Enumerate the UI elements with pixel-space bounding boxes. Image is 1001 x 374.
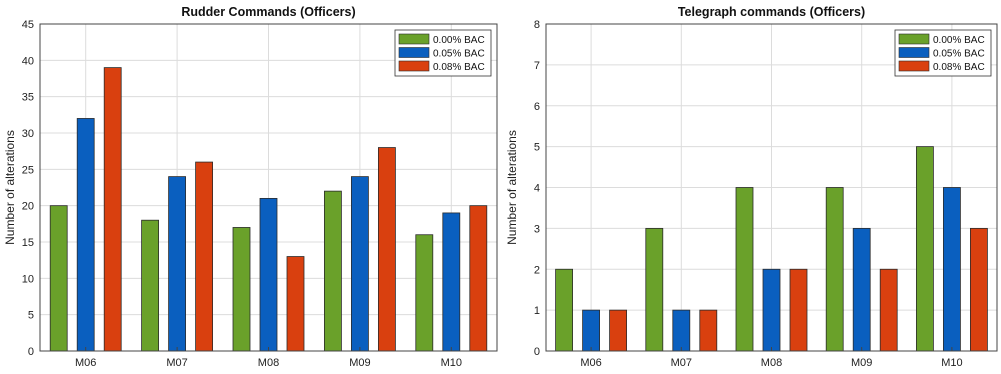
y-tick-label: 8 <box>534 19 540 31</box>
x-tick-label: M08 <box>761 357 782 369</box>
legend-label: 0.00% BAC <box>433 35 485 46</box>
legend-swatch <box>398 47 430 58</box>
bar-0-08-bac-m10 <box>969 227 988 352</box>
y-tick-label: 45 <box>22 19 34 31</box>
legend-label: 0.05% BAC <box>933 49 985 60</box>
bar-0-00-bac-m06 <box>49 205 68 352</box>
bar-0-08-bac-m07 <box>195 161 214 352</box>
y-tick-label: 2 <box>534 264 540 276</box>
x-tick-label: M06 <box>75 357 96 369</box>
x-tick-label: M10 <box>941 357 962 369</box>
chart-title: Telegraph commands (Officers) <box>678 5 865 19</box>
x-tick-label: M06 <box>580 357 601 369</box>
y-tick-label: 35 <box>22 92 34 104</box>
bar-0-08-bac-m07 <box>699 309 718 352</box>
y-tick-label: 7 <box>534 60 540 72</box>
bar-0-08-bac-m06 <box>609 309 627 352</box>
bar-0-08-bac-m09 <box>377 147 396 352</box>
legend-label: 0.05% BAC <box>433 49 485 60</box>
y-tick-label: 20 <box>22 201 34 213</box>
bar-0-00-bac-m09 <box>323 190 342 352</box>
y-tick-label: 1 <box>534 305 540 317</box>
bar-0-08-bac-m08 <box>789 268 808 352</box>
y-tick-label: 15 <box>22 237 34 249</box>
y-axis-label: Number of alterations <box>3 130 17 245</box>
y-tick-label: 10 <box>22 273 34 285</box>
legend-swatch <box>398 60 430 72</box>
bar-0-05-bac-m10 <box>442 212 461 352</box>
bar-0-00-bac-m07 <box>645 227 664 352</box>
rudder-commands-chart: 0 5 10 15 20 25 30 35 40 45 M06 M07 M08 M09 M10 Rudder … <box>3 5 498 369</box>
bar-0-08-bac-m10 <box>469 205 488 352</box>
y-tick-label: 3 <box>534 223 540 235</box>
bar-0-00-bac-m09 <box>825 187 844 352</box>
x-tick-label: M08 <box>258 357 279 369</box>
bar-0-05-bac-m07 <box>672 309 691 352</box>
y-tick-label: 40 <box>22 55 34 67</box>
y-tick-label: 5 <box>28 310 34 322</box>
bar-0-05-bac-m09 <box>852 227 871 352</box>
legend-label: 0.08% BAC <box>433 62 485 73</box>
legend: 0.00% BAC 0.05% BAC 0.08% BAC <box>894 29 992 77</box>
bar-0-00-bac-m08 <box>232 227 251 352</box>
y-tick-label: 5 <box>534 142 540 154</box>
bar-0-05-bac-m08 <box>762 268 781 352</box>
y-tick-label: 30 <box>22 128 34 140</box>
x-tick-label: M07 <box>166 357 187 369</box>
y-tick-label: 4 <box>534 183 540 195</box>
chart-title: Rudder Commands (Officers) <box>181 5 355 19</box>
bar-0-00-bac-m10 <box>915 146 934 352</box>
bar-0-00-bac-m07 <box>141 219 160 352</box>
bar-0-08-bac-m06 <box>103 67 122 352</box>
bar-0-00-bac-m06 <box>555 268 573 352</box>
legend-label: 0.00% BAC <box>933 35 985 46</box>
bar-0-00-bac-m10 <box>415 234 434 352</box>
x-tick-label: M07 <box>671 357 692 369</box>
legend-swatch <box>898 33 930 45</box>
telegraph-commands-chart: 0 1 2 3 4 5 6 7 8 M06 M07 M08 M09 M10 Telegraph comman… <box>505 5 998 369</box>
x-tick-label: M10 <box>441 357 462 369</box>
bar-0-05-bac-m07 <box>168 176 187 352</box>
legend-swatch <box>398 33 430 45</box>
y-tick-label: 25 <box>22 164 34 176</box>
x-tick-label: M09 <box>851 357 872 369</box>
y-tick-label: 0 <box>28 346 34 358</box>
y-axis-label: Number of alterations <box>505 130 519 245</box>
bar-0-05-bac-m08 <box>259 197 278 352</box>
x-tick-label: M09 <box>349 357 370 369</box>
bar-0-05-bac-m06 <box>582 309 600 352</box>
bar-0-08-bac-m09 <box>879 268 898 352</box>
bar-0-00-bac-m08 <box>735 187 754 352</box>
bar-0-08-bac-m08 <box>286 256 305 352</box>
legend-label: 0.08% BAC <box>933 62 985 73</box>
y-tick-label: 0 <box>534 346 540 358</box>
legend-swatch <box>898 60 930 72</box>
legend: 0.00% BAC 0.05% BAC 0.08% BAC <box>394 29 492 77</box>
legend-swatch <box>898 47 930 58</box>
bar-0-05-bac-m10 <box>942 187 961 352</box>
bar-0-05-bac-m06 <box>76 118 95 352</box>
y-tick-label: 6 <box>534 101 540 113</box>
bar-0-05-bac-m09 <box>350 176 369 352</box>
